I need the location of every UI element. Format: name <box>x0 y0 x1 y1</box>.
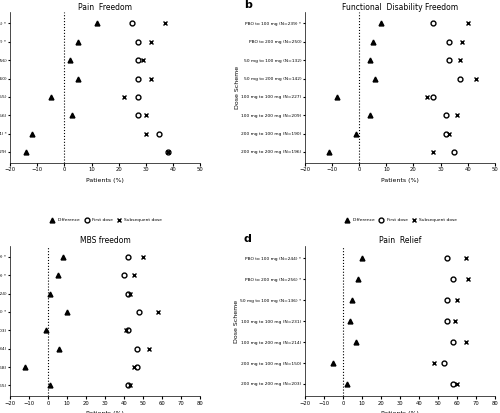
Legend: Difference, First dose, Subsequent dose: Difference, First dose, Subsequent dose <box>341 216 459 224</box>
X-axis label: Patients (%): Patients (%) <box>86 411 124 413</box>
Text: b: b <box>244 0 252 10</box>
Legend: Difference, First dose, Subsequent dose: Difference, First dose, Subsequent dose <box>46 216 164 224</box>
X-axis label: Patients (%): Patients (%) <box>381 178 419 183</box>
Title: Functional  Disability Freedom: Functional Disability Freedom <box>342 2 458 12</box>
Y-axis label: Dose Scheme: Dose Scheme <box>234 299 238 343</box>
Title: Pain  Relief: Pain Relief <box>378 236 421 245</box>
Y-axis label: Dose Scheme: Dose Scheme <box>234 66 240 109</box>
Text: d: d <box>244 234 252 244</box>
X-axis label: Patients (%): Patients (%) <box>381 411 419 413</box>
Title: Pain  Freedom: Pain Freedom <box>78 2 132 12</box>
Title: MBS freedom: MBS freedom <box>80 236 130 245</box>
X-axis label: Patients (%): Patients (%) <box>86 178 124 183</box>
